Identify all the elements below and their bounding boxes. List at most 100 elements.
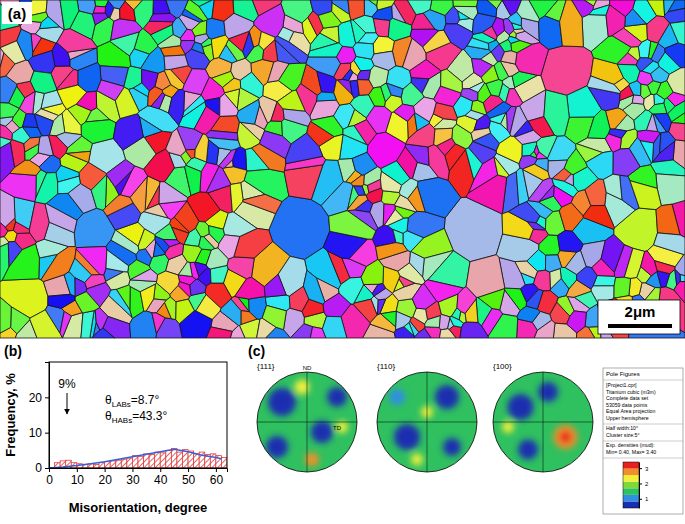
x-tick-mark [105, 468, 106, 472]
pole-figure-background [257, 372, 357, 472]
grain [361, 259, 384, 284]
grain [81, 120, 116, 144]
grain [634, 110, 652, 131]
grain [647, 16, 670, 43]
annotation-text: =43.3° [132, 409, 167, 423]
x-tick-mark [188, 468, 189, 472]
x-tick: 50 [182, 468, 196, 487]
grain [465, 110, 485, 120]
colorbar-segment [623, 475, 639, 482]
grain [240, 72, 263, 98]
grain [513, 29, 525, 34]
grain [322, 316, 346, 338]
colorbar-tick-label: 2 [645, 481, 649, 487]
grain [120, 1, 136, 21]
pole-figure-label: {100} [493, 362, 512, 371]
grain [460, 322, 488, 338]
grain [441, 69, 463, 93]
grain [640, 141, 653, 163]
grain [641, 251, 657, 276]
x-tick-label: 30 [126, 473, 140, 487]
grain [92, 328, 115, 338]
grain [11, 307, 30, 334]
grain [206, 327, 232, 338]
grain [130, 269, 158, 282]
ebsd-map [0, 0, 685, 338]
density-spot [389, 389, 405, 405]
grain [138, 229, 155, 250]
grain [182, 245, 201, 263]
bar [221, 457, 227, 468]
grain [469, 82, 484, 93]
mackenzie-line [49, 449, 221, 468]
grain [106, 272, 130, 290]
colorbar-segment [623, 462, 639, 469]
grain [434, 128, 453, 146]
grain [414, 97, 437, 122]
grain [264, 274, 286, 297]
grain [425, 316, 441, 328]
bar [160, 453, 166, 468]
grain [235, 277, 265, 299]
grain [151, 92, 165, 108]
legend-separator [603, 424, 683, 425]
grain [423, 10, 446, 31]
y-tick-mark [45, 468, 49, 469]
grain [334, 80, 354, 105]
grain [554, 186, 574, 207]
colorbar-tick-mark [639, 499, 642, 500]
y-tick-mark [45, 397, 49, 398]
plot-frame [49, 362, 227, 468]
grain [306, 57, 340, 77]
grain [453, 0, 478, 7]
x-tick-label: 60 [210, 473, 224, 487]
grain [275, 36, 308, 63]
x-tick-label: 50 [182, 473, 196, 487]
grain [392, 3, 406, 23]
x-axis-title: Misorientation, degree [69, 500, 208, 515]
grain [332, 3, 351, 23]
pole-figure-background [377, 372, 477, 472]
colorbar-segment [623, 501, 639, 508]
grain [380, 171, 401, 192]
grain [351, 175, 365, 186]
grain [30, 310, 62, 338]
grain [338, 79, 352, 94]
grain [0, 137, 11, 148]
grain [194, 106, 220, 134]
grain [654, 233, 685, 255]
grain [164, 69, 184, 89]
grain [449, 326, 461, 338]
y-tick: 10 [29, 426, 49, 440]
grain [268, 61, 289, 83]
grain [490, 113, 506, 124]
y-tick-label: 20 [29, 391, 43, 405]
grain [608, 129, 626, 138]
bar [155, 452, 161, 468]
grain [511, 41, 532, 53]
panel-label-box [2, 2, 32, 24]
grain [439, 314, 450, 329]
bar [166, 450, 172, 468]
bar [177, 452, 183, 468]
grain [466, 148, 483, 180]
bar [127, 458, 133, 468]
bar [94, 464, 100, 468]
grain [574, 291, 597, 308]
pole-figure [377, 372, 477, 472]
grain [194, 262, 207, 276]
grain [223, 212, 257, 236]
pole-figure-axis [543, 372, 544, 472]
pole-figure-legend: Pole Figures[Project1.cpr]Titanium cubic… [603, 368, 683, 514]
grain [403, 38, 426, 70]
x-tick-label: 10 [71, 473, 85, 487]
grain [488, 40, 499, 52]
grain [412, 284, 436, 309]
grain [259, 32, 275, 50]
grain [57, 29, 97, 53]
colorbar-tick: 1 [639, 496, 649, 502]
annotation-text: =8.7° [131, 393, 160, 407]
grain [317, 92, 337, 101]
legend-title: Pole Figures [606, 371, 640, 377]
x-tick: 60 [210, 468, 224, 487]
